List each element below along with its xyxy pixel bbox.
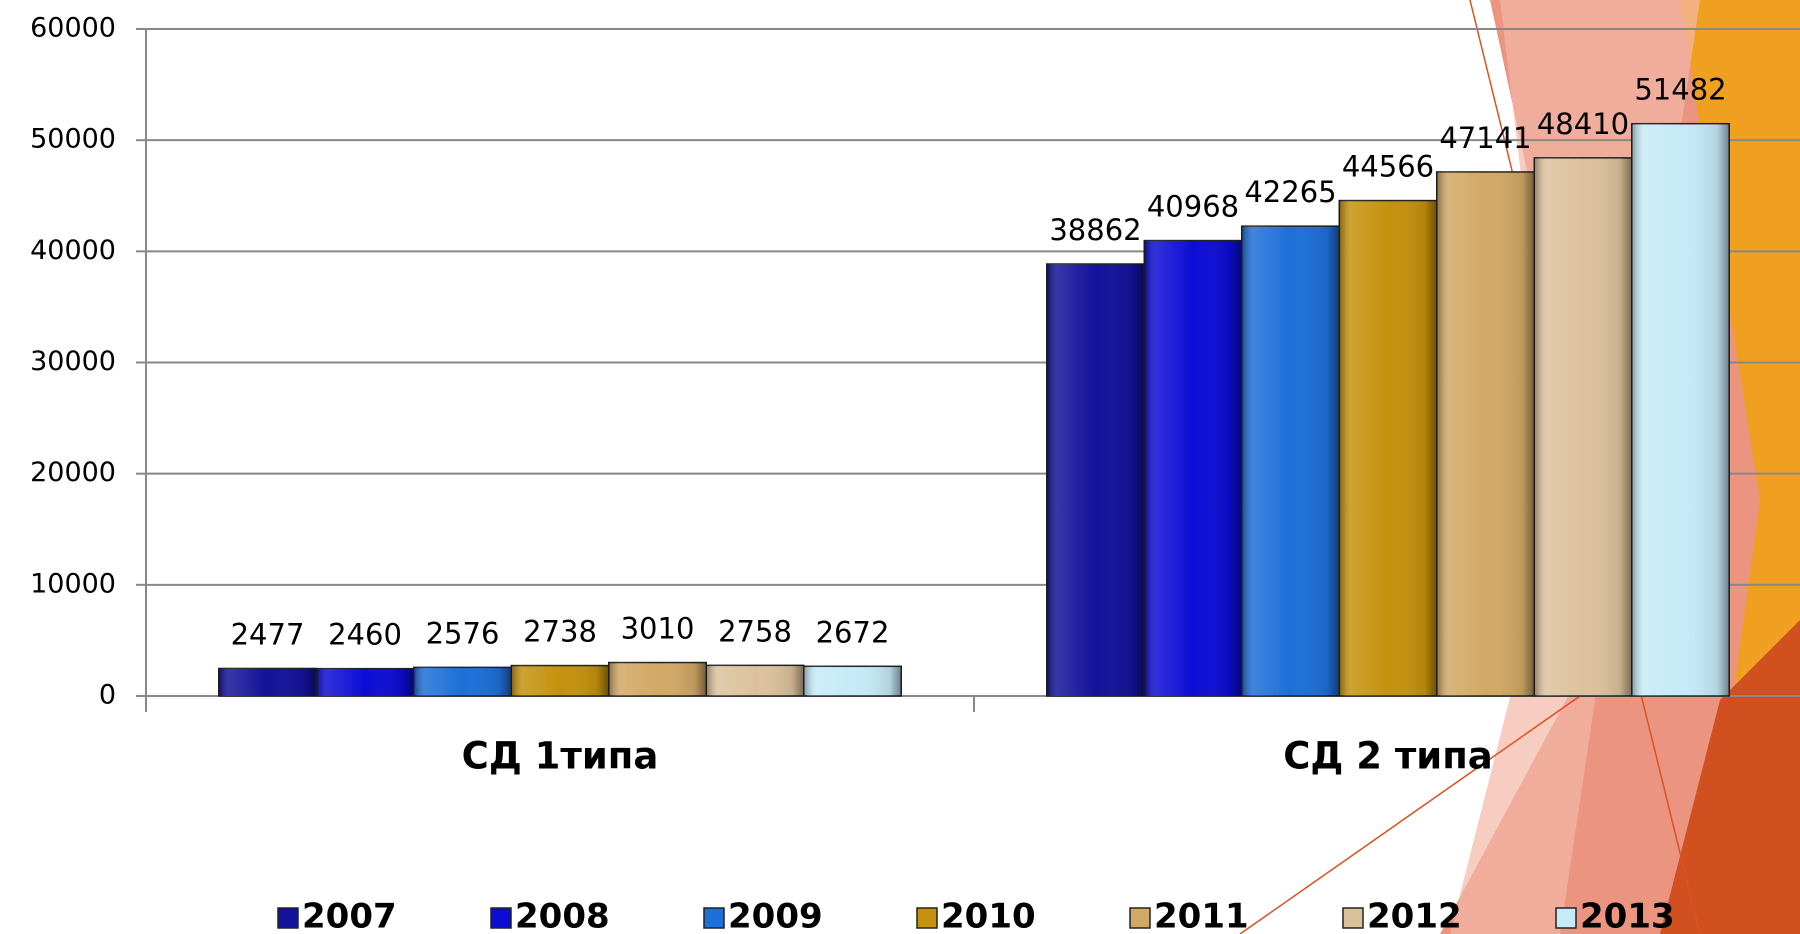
bar xyxy=(705,664,805,697)
legend-swatch xyxy=(490,907,512,929)
legend-swatch xyxy=(703,907,725,929)
value-label: 2672 xyxy=(816,615,890,649)
value-label: 40968 xyxy=(1147,190,1239,224)
legend-swatch xyxy=(277,907,299,929)
y-tick-label: 10000 xyxy=(30,568,116,599)
value-label: 2477 xyxy=(231,617,305,651)
bar xyxy=(218,667,317,697)
legend-swatch xyxy=(1555,907,1577,929)
legend-label: 2011 xyxy=(1154,897,1249,934)
bar xyxy=(1241,225,1340,697)
y-tick-label: 30000 xyxy=(30,346,116,377)
bar xyxy=(1631,122,1730,697)
value-label: 42265 xyxy=(1244,175,1336,209)
legend-label: 2008 xyxy=(515,897,610,934)
x-tick-label: СД 2 типа xyxy=(1283,735,1493,778)
value-label: 48410 xyxy=(1537,107,1629,141)
value-label: 2576 xyxy=(426,616,500,650)
x-tick-label: СД 1типа xyxy=(462,735,659,778)
bar xyxy=(1046,263,1145,697)
legend-swatch xyxy=(1129,907,1151,929)
legend-label: 2012 xyxy=(1367,897,1462,934)
legend-swatch xyxy=(916,907,938,929)
bar xyxy=(1143,239,1243,697)
value-label: 2738 xyxy=(523,615,597,649)
legend-label: 2007 xyxy=(302,897,397,934)
legend-label: 2013 xyxy=(1580,897,1675,934)
bar xyxy=(510,664,610,697)
y-tick-label: 20000 xyxy=(30,457,116,488)
y-tick-label: 60000 xyxy=(30,13,116,44)
bar xyxy=(1436,171,1535,697)
bar xyxy=(1338,199,1438,697)
legend-swatch xyxy=(1342,907,1364,929)
value-label: 2758 xyxy=(718,614,792,648)
value-label: 51482 xyxy=(1634,73,1726,107)
y-tick-label: 40000 xyxy=(30,235,116,266)
legend-label: 2009 xyxy=(728,897,823,934)
value-label: 2460 xyxy=(328,618,402,652)
value-label: 47141 xyxy=(1439,121,1531,155)
bar xyxy=(803,665,902,697)
value-label: 38862 xyxy=(1049,213,1141,247)
bar xyxy=(608,661,707,697)
legend-label: 2010 xyxy=(941,897,1036,934)
bar xyxy=(315,667,415,697)
y-tick-label: 50000 xyxy=(30,124,116,155)
bar xyxy=(413,666,512,697)
value-label: 44566 xyxy=(1342,150,1434,184)
bar xyxy=(1533,157,1633,697)
value-label: 3010 xyxy=(621,612,695,646)
y-tick-label: 0 xyxy=(99,680,116,711)
